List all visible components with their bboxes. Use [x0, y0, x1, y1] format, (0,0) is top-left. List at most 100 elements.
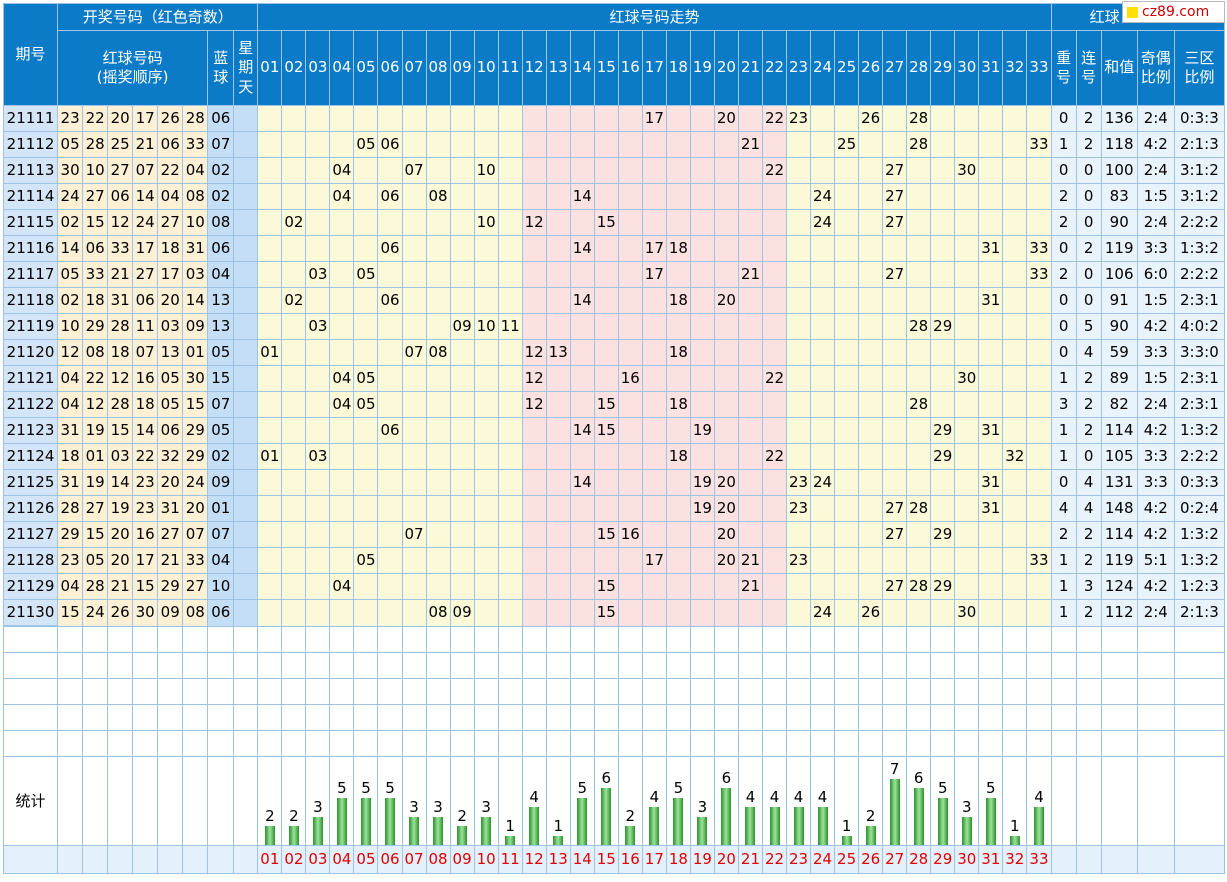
blank-cell	[882, 678, 908, 705]
trend-cell	[401, 417, 427, 444]
blank-cell	[473, 625, 499, 653]
trend-cell	[401, 469, 427, 496]
trend-cell	[449, 391, 475, 418]
trend-cell	[257, 209, 283, 236]
count-bar-cell: 6	[593, 756, 619, 846]
trend-cell	[978, 183, 1004, 210]
trend-cell	[449, 157, 475, 184]
blank-cell	[930, 704, 956, 731]
blank-cell	[569, 652, 595, 679]
trend-cell	[545, 443, 571, 470]
count-bar-cell: 3	[689, 756, 715, 846]
trend-cell: 06	[377, 287, 403, 314]
trend-cell	[834, 417, 860, 444]
trend-cell	[617, 105, 643, 132]
red-ball-cell: 22	[132, 443, 159, 470]
blank-cell	[545, 704, 571, 731]
trend-cell	[305, 547, 331, 574]
count-bar-wrap: 7	[884, 759, 906, 845]
footer-number-cell: 33	[1026, 845, 1052, 874]
blue-ball-cell: 04	[207, 261, 235, 288]
count-label: 4	[1034, 788, 1044, 806]
footer-number-cell: 22	[761, 845, 788, 874]
trend-cell	[425, 131, 451, 158]
trend-cell	[858, 417, 884, 444]
trend-cell	[473, 573, 499, 600]
trend-cell	[954, 183, 980, 210]
trend-cell	[954, 391, 980, 418]
red-ball-cell: 08	[182, 599, 209, 627]
trend-cell	[329, 131, 355, 158]
trend-cell	[473, 547, 499, 574]
count-bar	[889, 779, 900, 845]
blank-cell	[2, 678, 59, 705]
count-bar-wrap: 2	[451, 759, 473, 845]
trend-cell	[786, 313, 812, 340]
period-cell: 21117	[2, 261, 59, 288]
trend-cell	[521, 287, 547, 314]
trend-cell	[617, 547, 643, 574]
trend-cell	[401, 599, 427, 627]
trend-cell: 06	[377, 417, 403, 444]
blank-cell	[449, 652, 475, 679]
blank-cell	[233, 730, 259, 757]
trend-cell	[1026, 417, 1052, 444]
trend-cell	[473, 417, 499, 444]
count-label: 2	[865, 807, 876, 825]
trend-cell: 29	[930, 313, 956, 340]
count-bar-wrap: 4	[788, 759, 810, 845]
trend-cell	[1002, 235, 1028, 262]
trend-cell	[473, 235, 499, 262]
blank-cell	[425, 652, 451, 679]
trend-cell	[353, 469, 379, 496]
sum-cell: 112	[1100, 599, 1138, 627]
count-bar-wrap: 2	[860, 759, 882, 845]
count-bar	[697, 817, 708, 845]
trend-cell	[1026, 209, 1052, 236]
blue-ball-cell: 07	[207, 391, 235, 418]
trend-cell: 04	[329, 573, 355, 600]
trend-cell: 31	[978, 417, 1004, 444]
trend-cell	[1002, 313, 1028, 340]
trend-cell	[353, 105, 379, 132]
red-ball-cell: 29	[182, 417, 209, 444]
trend-cell	[1026, 495, 1052, 522]
count-bar-cell: 4	[521, 756, 547, 846]
footer-number-cell: 03	[305, 845, 331, 874]
zone-cell: 1:2:3	[1173, 573, 1226, 600]
blank-cell	[1026, 625, 1052, 653]
blank-cell	[569, 704, 595, 731]
blank-cell	[834, 730, 860, 757]
trend-cell	[281, 365, 307, 392]
red-ball-cell: 04	[182, 157, 209, 184]
blank-cell	[1050, 730, 1077, 757]
red-ball-cell: 31	[57, 469, 84, 496]
trend-cell	[882, 443, 908, 470]
trend-cell: 18	[665, 391, 691, 418]
trend-cell: 25	[834, 131, 860, 158]
red-ball-cell: 16	[132, 521, 159, 548]
blank-cell	[521, 652, 547, 679]
blank-cell	[834, 704, 860, 731]
trend-cell	[329, 521, 355, 548]
odd-even-cell: 5:1	[1136, 547, 1175, 574]
blank-cell	[1050, 704, 1077, 731]
trend-cell	[257, 105, 283, 132]
empty-cell	[132, 845, 159, 874]
count-bar-wrap: 2	[259, 759, 281, 845]
trend-cell	[906, 443, 932, 470]
blank-cell	[665, 678, 691, 705]
red-ball-cell: 06	[132, 287, 159, 314]
blank-cell	[930, 678, 956, 705]
trend-cell	[737, 209, 763, 236]
blank-cell	[882, 730, 908, 757]
count-bar-wrap: 6	[595, 759, 617, 845]
trend-cell: 05	[353, 391, 379, 418]
trend-cell	[737, 391, 763, 418]
blank-cell	[257, 652, 283, 679]
count-bar-cell: 2	[281, 756, 307, 846]
trend-cell: 05	[353, 365, 379, 392]
count-label: 5	[337, 779, 347, 797]
trend-cell: 18	[665, 287, 691, 314]
trend-cell	[305, 599, 331, 627]
